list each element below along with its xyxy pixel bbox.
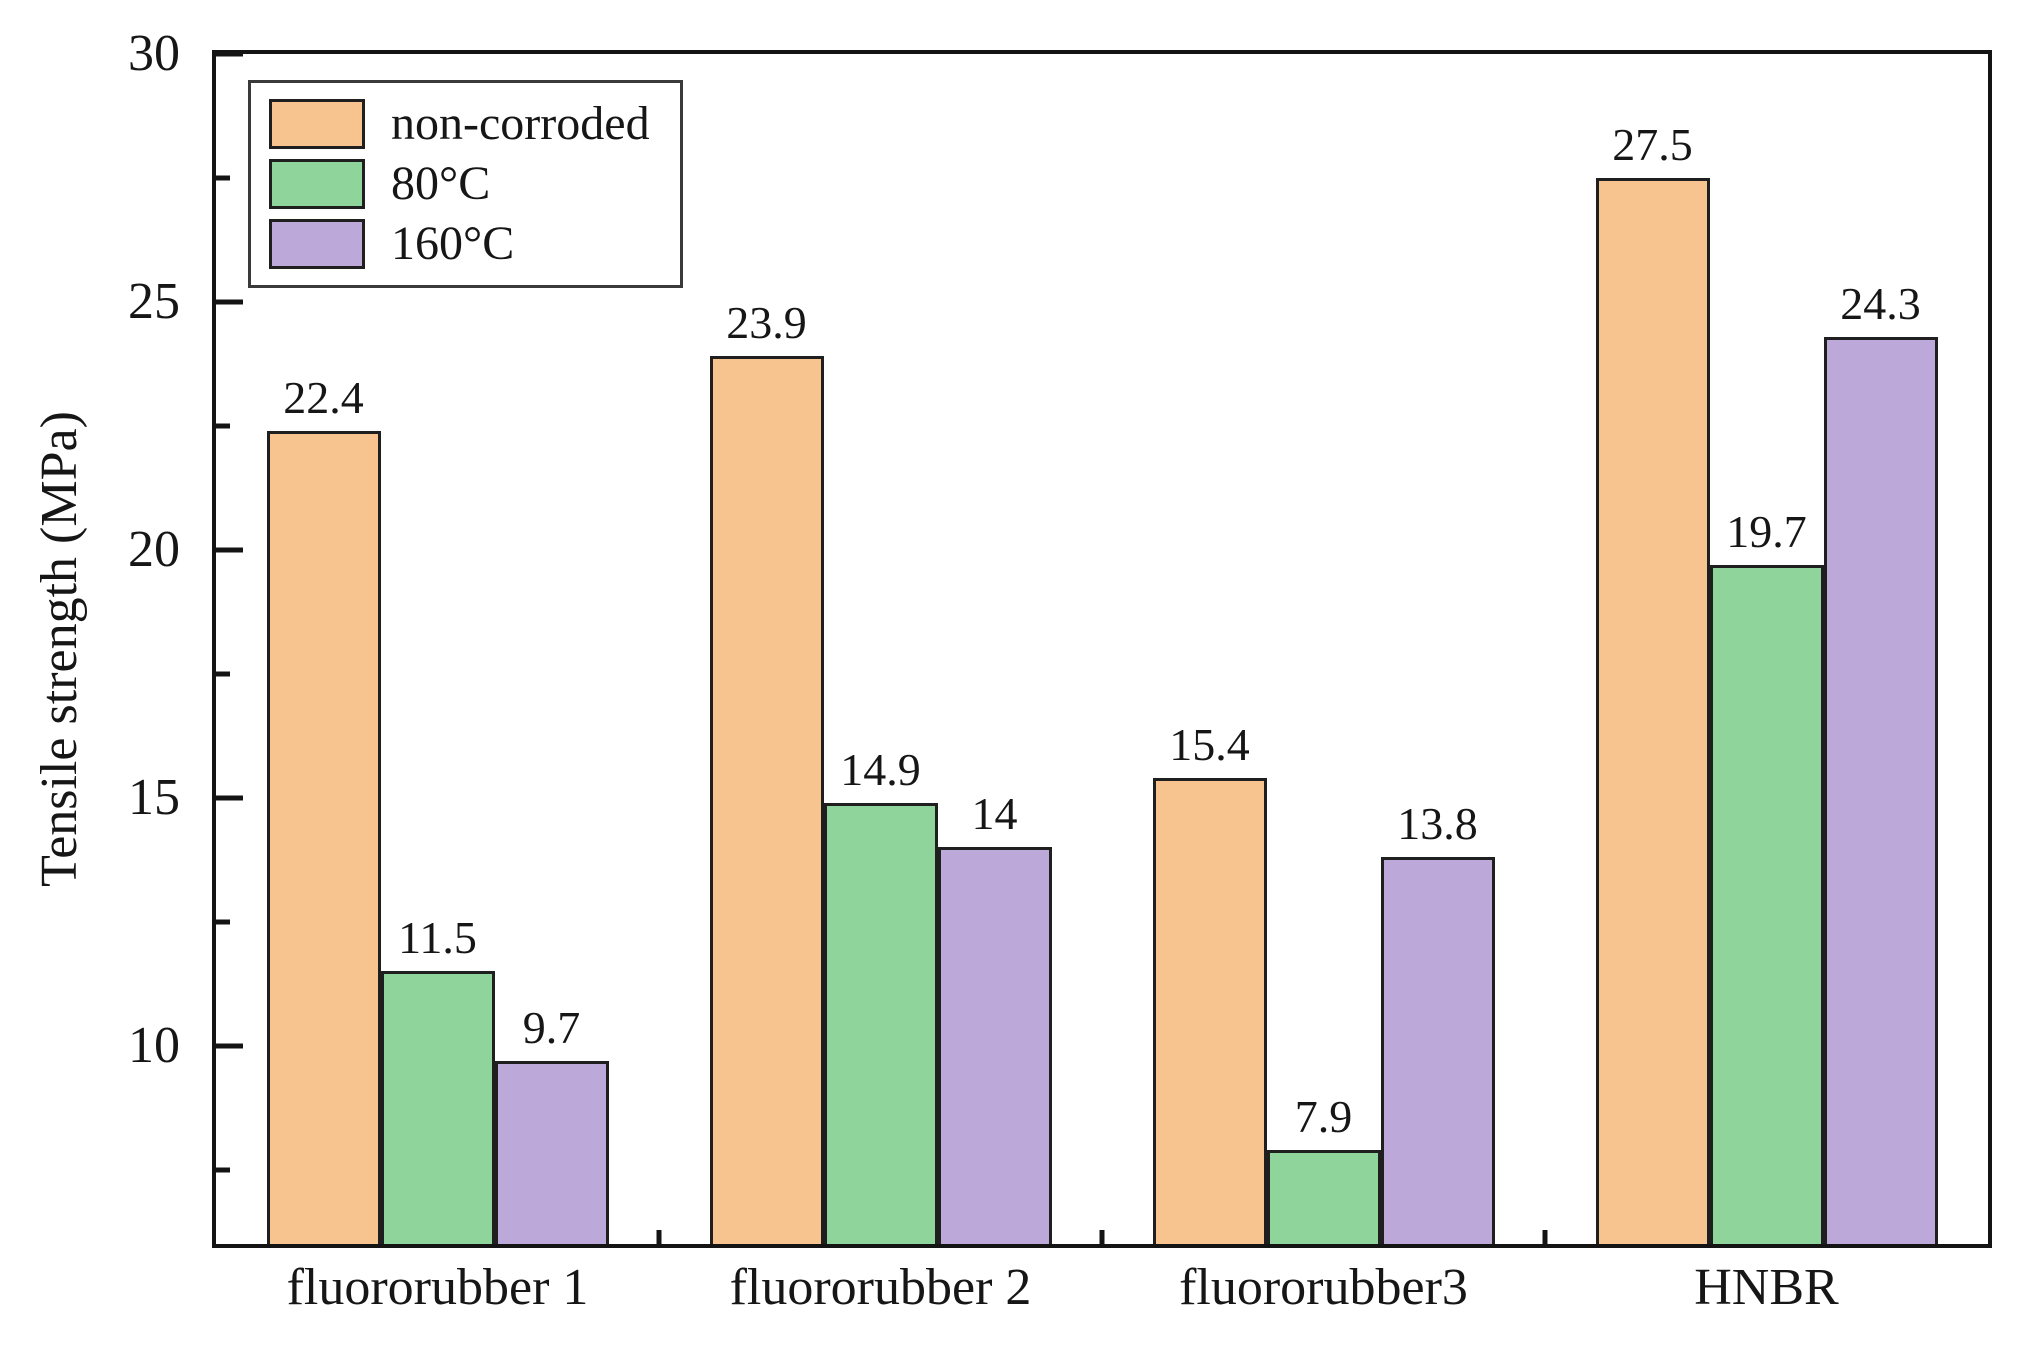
bar-value-label: 19.7 — [1726, 505, 1807, 557]
x-category-label: fluororubber3 — [1179, 1259, 1468, 1316]
x-category-label: fluororubber 1 — [286, 1259, 589, 1316]
legend-label: non-corroded — [391, 97, 650, 150]
y-axis-major-tick — [216, 299, 243, 305]
bar-non-corroded-fluororubber3 — [1152, 777, 1267, 1244]
y-axis-major-tick — [216, 547, 243, 553]
bar-80-c-fluororubber3 — [1266, 1149, 1381, 1244]
bar-value-label: 13.8 — [1397, 798, 1478, 850]
bar-non-corroded-hnbr — [1595, 177, 1710, 1244]
bar-value-label: 24.3 — [1840, 277, 1921, 329]
bar-value-label: 23.9 — [726, 297, 807, 349]
bar-160-c-fluororubber-1 — [494, 1060, 609, 1244]
x-category-label: fluororubber 2 — [729, 1259, 1032, 1316]
bar-80-c-fluororubber-2 — [823, 802, 938, 1244]
y-axis-minor-tick — [216, 671, 230, 677]
bar-value-label: 14.9 — [840, 743, 921, 795]
legend: non-corroded 80°C 160°C — [248, 80, 683, 288]
y-axis-tick-label: 30 — [128, 25, 180, 82]
y-axis-major-tick — [216, 795, 243, 801]
x-axis-minor-tick — [1099, 1230, 1105, 1244]
bar-non-corroded-fluororubber-2 — [709, 356, 824, 1244]
y-axis-minor-tick — [216, 1167, 230, 1173]
bar-value-label: 14 — [971, 788, 1018, 840]
bar-value-label: 7.9 — [1294, 1090, 1353, 1142]
legend-item-80-c: 80°C — [269, 159, 650, 209]
bar-160-c-fluororubber3 — [1380, 857, 1495, 1244]
y-axis-major-tick — [216, 51, 243, 57]
legend-label: 80°C — [391, 157, 491, 210]
legend-item-non-corroded: non-corroded — [269, 99, 650, 149]
bar-value-label: 11.5 — [398, 912, 477, 964]
bar-160-c-hnbr — [1823, 336, 1938, 1244]
legend-item-160-c: 160°C — [269, 219, 650, 269]
x-category-label: HNBR — [1694, 1259, 1839, 1316]
y-axis-minor-tick — [216, 919, 230, 925]
bar-value-label: 22.4 — [283, 371, 364, 423]
bar-value-label: 9.7 — [522, 1001, 581, 1053]
y-axis-tick-label: 10 — [128, 1016, 180, 1074]
bar-value-label: 27.5 — [1612, 118, 1693, 170]
y-axis-tick-label: 15 — [128, 768, 180, 826]
x-axis-minor-tick — [656, 1230, 662, 1244]
y-axis-tick-label: 25 — [128, 272, 180, 330]
plot-area: 10 15 20 25 30 fluororubber 1 22.4 11.5 9.7 fluor… — [128, 28, 1992, 1314]
y-axis-minor-tick — [216, 423, 230, 429]
bar-80-c-hnbr — [1709, 564, 1824, 1244]
y-axis-minor-tick — [216, 175, 230, 181]
legend-swatch-160-c — [269, 219, 365, 269]
legend-label: 160°C — [391, 217, 515, 270]
bar-80-c-fluororubber-1 — [380, 971, 495, 1244]
x-axis-minor-tick — [1542, 1230, 1548, 1244]
y-axis-major-tick — [216, 1043, 243, 1049]
y-axis-title: Tensile strength (MPa) — [31, 411, 88, 887]
bar-160-c-fluororubber-2 — [937, 847, 1052, 1244]
bar-non-corroded-fluororubber-1 — [266, 430, 381, 1244]
y-axis-tick-label: 20 — [128, 520, 180, 578]
bar-value-label: 15.4 — [1169, 718, 1250, 770]
legend-swatch-non-corroded — [269, 99, 365, 149]
legend-swatch-80-c — [269, 159, 365, 209]
